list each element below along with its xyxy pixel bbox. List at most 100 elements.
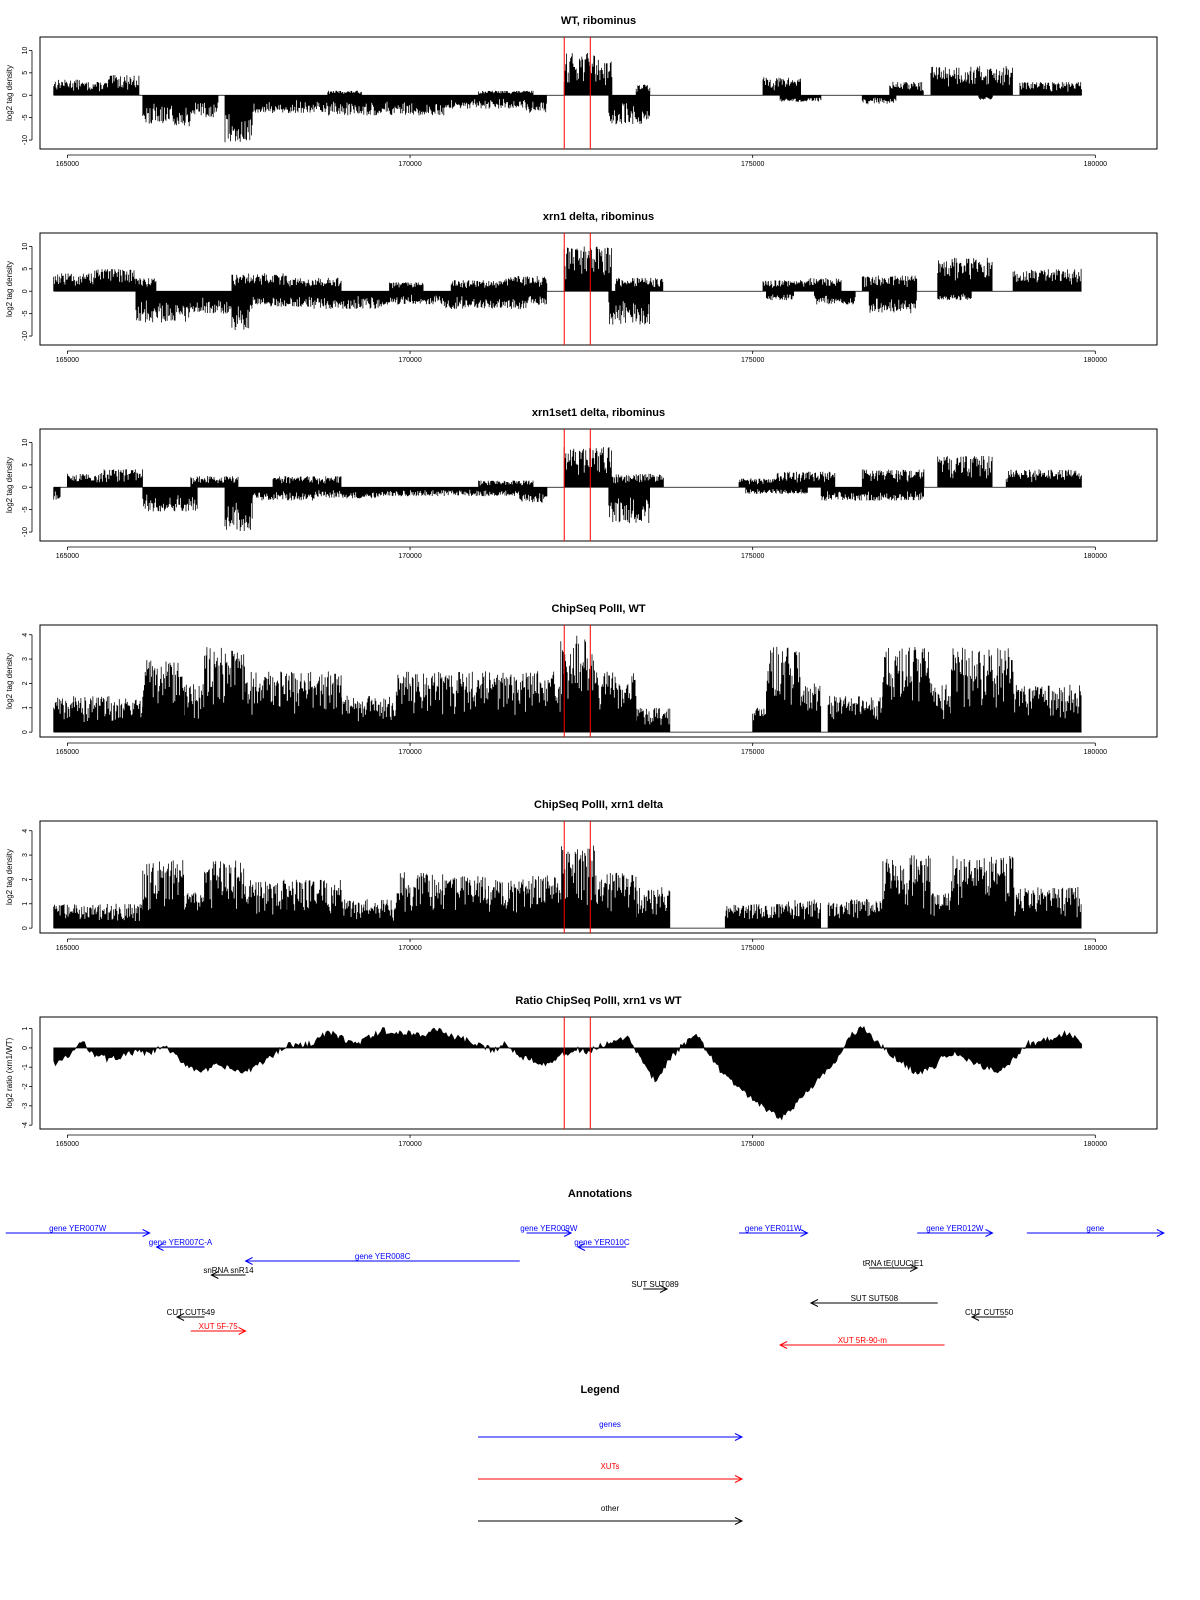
annotation-feature [190, 1327, 247, 1335]
y-tick-label: 5 [22, 71, 29, 75]
feature-label: gene YER007C-A [149, 1238, 213, 1247]
feature-arrowhead [970, 1313, 980, 1321]
x-tick-label: 165000 [56, 357, 79, 364]
y-tick-label: -10 [22, 331, 29, 341]
feature-arrowhead [563, 1229, 573, 1237]
x-tick-label: 170000 [398, 749, 421, 756]
annotation-feature [576, 1243, 626, 1251]
plot-frame [39, 820, 1158, 934]
feature-label: gene YER011W [745, 1224, 802, 1233]
y-axis-label: log2 tag density [5, 849, 14, 905]
feature-label: snRNA snR14 [203, 1266, 254, 1275]
density-bars-minus [142, 95, 993, 143]
y-tick-label: 0 [22, 1046, 29, 1050]
x-tick-label: 170000 [398, 945, 421, 952]
x-tick-label: 165000 [56, 749, 79, 756]
y-tick-label: 1 [22, 1027, 29, 1031]
feature-label: gene YER007W [49, 1224, 107, 1233]
feature-label: SUT SUT508 [851, 1294, 899, 1303]
density-bars-plus [53, 246, 1082, 292]
panel-6 [29, 1016, 1158, 1138]
feature-label: gene YER009W [520, 1224, 578, 1233]
legend-arrowhead [734, 1475, 744, 1483]
y-axis-label: log2 tag density [5, 65, 14, 121]
feature-label: gene YER012W [926, 1224, 984, 1233]
feature-label: gene [1086, 1224, 1104, 1233]
panel-title: ChipSeq PolII, xrn1 delta [534, 799, 664, 811]
y-tick-label: -5 [22, 506, 29, 512]
y-axis-label: log2 tag density [5, 261, 14, 317]
y-tick-label: 4 [22, 633, 29, 637]
y-tick-label: 3 [22, 853, 29, 857]
y-tick-label: 0 [22, 485, 29, 489]
annotation-feature [244, 1257, 520, 1265]
plot-frame [39, 428, 1158, 542]
x-tick-label: 180000 [1084, 357, 1107, 364]
legend-label: other [601, 1504, 620, 1513]
y-tick-label: -1 [22, 1064, 29, 1070]
y-tick-label: -10 [22, 527, 29, 537]
x-tick-label: 180000 [1084, 749, 1107, 756]
panel-title: Ratio ChipSeq PolII, xrn1 vs WT [515, 995, 682, 1007]
feature-arrowhead [800, 1229, 809, 1237]
x-tick-label: 180000 [1084, 1141, 1107, 1148]
plot-frame [39, 624, 1158, 738]
panel-2 [29, 232, 1158, 354]
feature-arrowhead [985, 1229, 994, 1237]
annotation-feature [526, 1229, 573, 1237]
y-tick-label: -5 [22, 114, 29, 120]
feature-label: CUT CUT550 [965, 1308, 1014, 1317]
panel-5 [29, 820, 1158, 942]
y-tick-label: 4 [22, 829, 29, 833]
x-tick-label: 170000 [398, 357, 421, 364]
x-tick-label: 170000 [398, 553, 421, 560]
density-bars-plus [53, 845, 1082, 929]
x-tick-label: 175000 [741, 553, 764, 560]
y-tick-label: 0 [22, 926, 29, 930]
x-tick-label: 165000 [56, 161, 79, 168]
y-tick-label: 5 [22, 463, 29, 467]
feature-arrowhead [244, 1257, 253, 1265]
feature-label: gene YER010C [574, 1238, 630, 1247]
feature-label: tRNA tE(UUC)E1 [863, 1259, 924, 1268]
y-tick-label: 2 [22, 681, 29, 685]
feature-arrowhead [778, 1341, 788, 1349]
feature-arrowhead [210, 1271, 219, 1279]
x-tick-label: 180000 [1084, 161, 1107, 168]
panel-title: ChipSeq PolII, WT [551, 603, 645, 615]
annotation-feature [175, 1313, 205, 1321]
x-tick-label: 175000 [741, 1141, 764, 1148]
feature-arrowhead [175, 1313, 185, 1321]
annotations-title: Annotations [568, 1188, 632, 1200]
annotation-feature [643, 1285, 669, 1293]
feature-arrowhead [238, 1327, 247, 1335]
feature-arrowhead [909, 1264, 919, 1272]
ratio-area [53, 1025, 1082, 1121]
annotation-feature [155, 1243, 205, 1251]
plot-frame [39, 1016, 1158, 1130]
x-tick-label: 175000 [741, 945, 764, 952]
x-tick-label: 175000 [741, 749, 764, 756]
x-tick-label: 170000 [398, 161, 421, 168]
y-tick-label: -10 [22, 135, 29, 145]
x-tick-label: 175000 [741, 161, 764, 168]
x-tick-label: 165000 [56, 553, 79, 560]
y-tick-label: 5 [22, 267, 29, 271]
legend-label: XUTs [600, 1462, 619, 1471]
legend-title: Legend [580, 1384, 619, 1396]
density-bars-plus [53, 635, 1082, 733]
legend-item-XUTs [478, 1475, 744, 1483]
annotation-feature [5, 1229, 151, 1237]
legend-arrowhead [734, 1517, 744, 1525]
x-tick-label: 180000 [1084, 553, 1107, 560]
y-tick-label: 10 [22, 46, 29, 54]
y-tick-label: 1 [22, 902, 29, 906]
panel-title: xrn1set1 delta, ribominus [532, 407, 665, 419]
x-tick-label: 175000 [741, 357, 764, 364]
feature-label: CUT CUT549 [167, 1308, 216, 1317]
legend-label: genes [599, 1420, 621, 1429]
plot-frame [39, 36, 1158, 150]
x-tick-label: 170000 [398, 1141, 421, 1148]
feature-arrowhead [659, 1285, 669, 1293]
y-tick-label: -5 [22, 310, 29, 316]
